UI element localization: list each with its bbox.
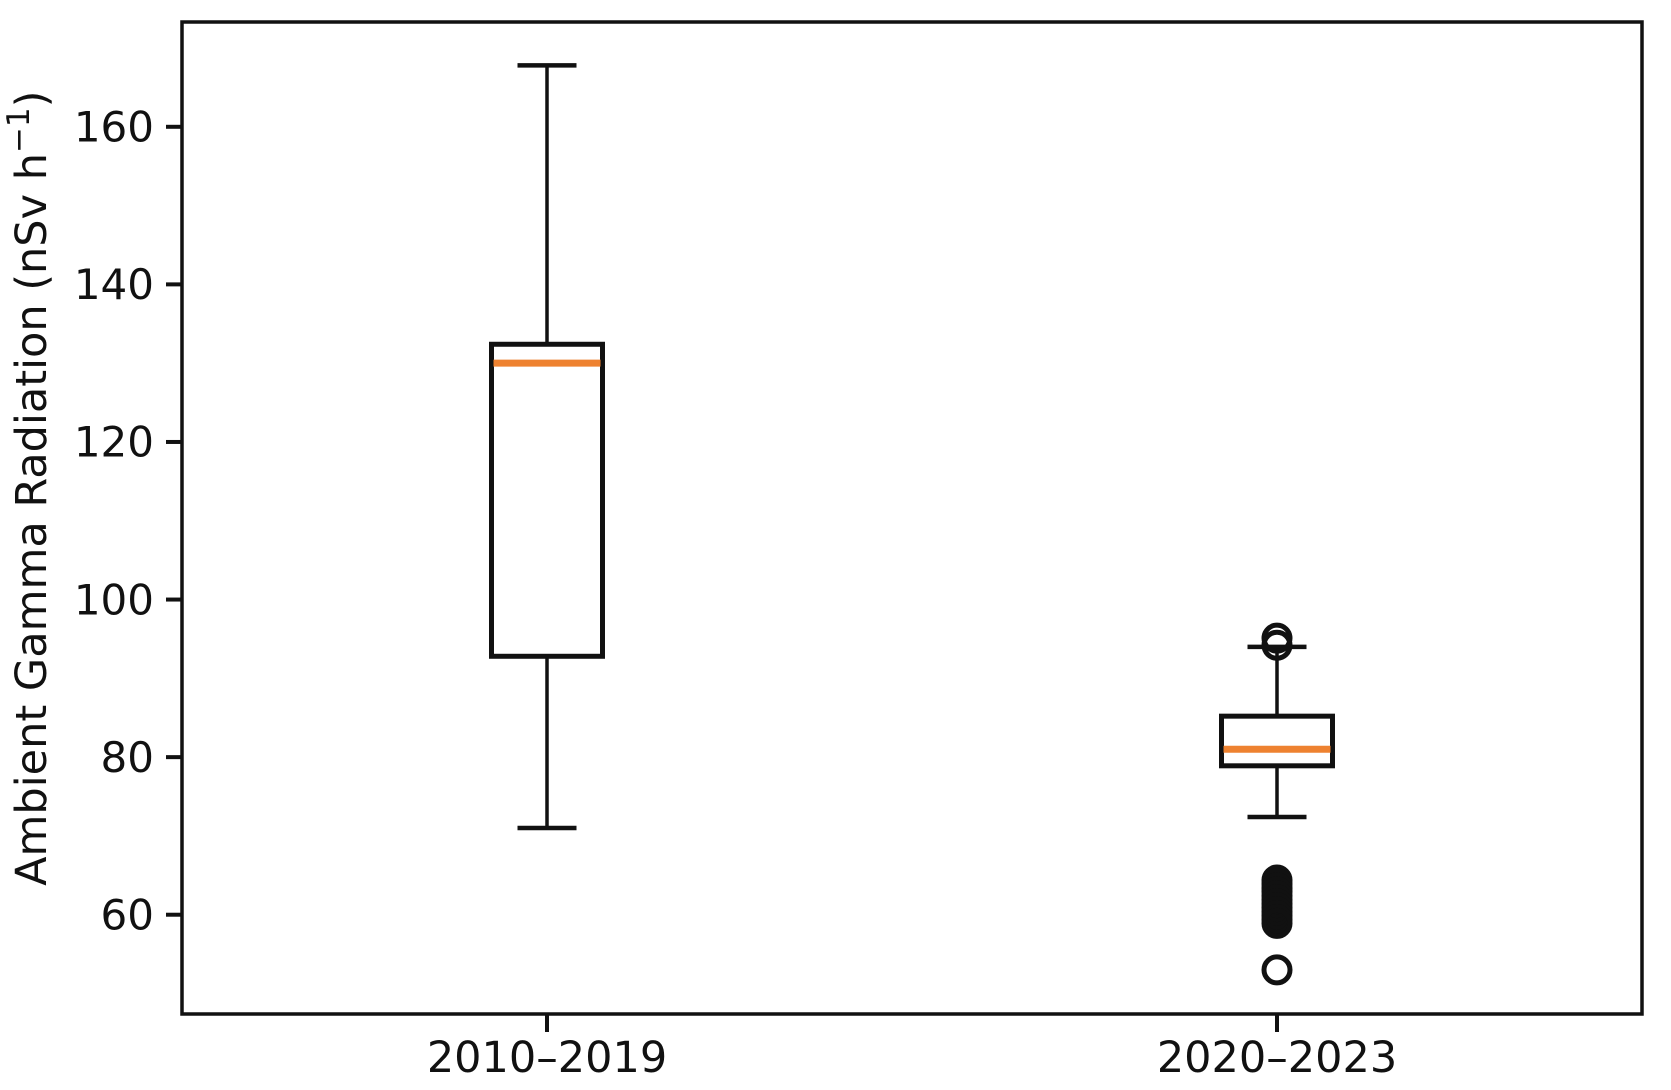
y-tick-label: 100 [74,575,154,624]
box-group-1: 2010–2019 [427,63,667,1083]
y-axis-label: Ambient Gamma Radiation (nSv h−1) [1,91,57,886]
y-tick-label: 80 [101,733,154,782]
box-group-2: 2020–2023 [1157,622,1397,1083]
outlier-marker [1261,629,1293,661]
y-tick-label: 140 [74,260,154,309]
outlier-marker [1261,907,1293,939]
iqr-box [489,341,605,659]
x-tick-label: 2020–2023 [1157,1033,1397,1083]
y-tick-label: 160 [74,102,154,151]
y-tick-label: 60 [101,890,154,939]
y-tick-label: 120 [74,418,154,467]
outlier-marker [1261,954,1293,986]
plot-area-border [180,20,1644,1016]
iqr-box [1219,713,1335,769]
x-tick-label: 2010–2019 [427,1033,667,1083]
